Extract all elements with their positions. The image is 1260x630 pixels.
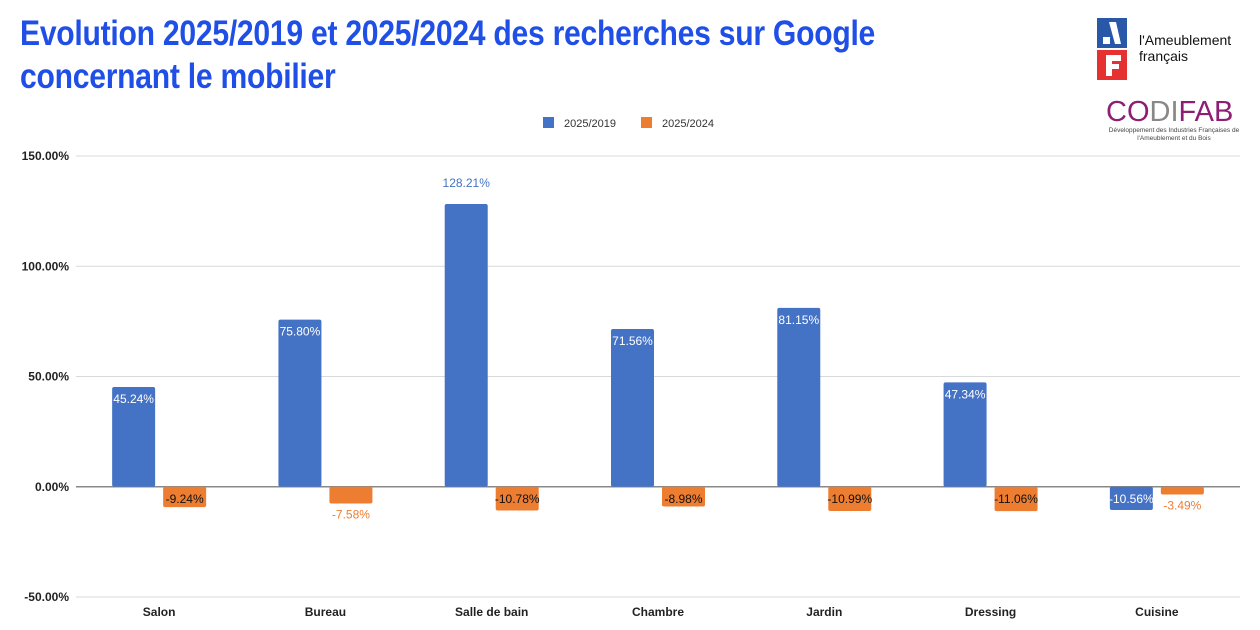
bar-2025-2024 [329,486,373,504]
title-line-2: concernant le mobilier [20,57,336,96]
legend-swatch-1 [641,117,652,128]
y-tick-label: 0.00% [35,480,69,494]
bar-2025-2024 [994,486,1038,512]
bar-2025-2024 [662,486,705,507]
title-line-1: Evolution 2025/2019 et 2025/2024 des rec… [20,14,876,53]
bar-2025-2019 [611,328,654,487]
bar-2025-2024 [1160,486,1204,495]
data-label: 45.24% [113,392,154,406]
x-tick-label: Cuisine [1135,605,1179,619]
af-logo-red-square [1097,50,1127,80]
data-label: -10.99% [827,492,872,506]
bar-2025-2019 [112,386,156,487]
data-label: -10.78% [495,492,540,506]
data-label: -8.98% [664,492,702,506]
bar-2025-2024 [828,486,872,511]
bar-2025-2024 [495,486,539,511]
data-label: -10.56% [1109,492,1154,506]
x-tick-label: Dressing [965,605,1016,619]
data-label: 81.15% [778,313,819,327]
bar-2025-2019 [777,307,821,487]
x-tick-label: Chambre [632,605,684,619]
bar-2025-2019 [1109,486,1153,511]
af-logo-blue-square [1097,18,1127,48]
y-tick-label: -50.00% [24,590,69,604]
bar-2025-2019 [943,382,987,487]
x-tick-label: Bureau [305,605,346,619]
data-label: 128.21% [443,176,491,190]
af-name-line1: l'Ameublement [1139,32,1232,48]
legend-label: 2025/2019 [564,118,616,130]
data-label: -9.24% [166,492,204,506]
legend-swatch-0 [543,117,554,128]
data-label: 47.34% [945,387,986,401]
bar-2025-2019 [278,319,322,487]
x-tick-label: Salle de bain [455,605,528,619]
bar-2025-2024 [163,486,207,508]
codifab-logo: CODIFAB [1106,96,1233,129]
data-label: 75.80% [280,325,321,339]
chart-title: Evolution 2025/2019 et 2025/2024 des rec… [20,12,875,98]
codifab-prefix: CO [1106,96,1150,128]
data-label: -3.49% [1163,498,1201,512]
y-tick-label: 50.00% [28,370,69,384]
codifab-tagline: Développement des Industries Françaises … [1108,127,1240,142]
bar-2025-2019 [444,204,488,487]
x-tick-label: Jardin [806,605,842,619]
codifab-suffix: FAB [1178,96,1234,128]
codifab-mid: DI [1149,96,1179,128]
af-logo-text: l'Ameublement français [1139,32,1231,64]
data-label: -7.58% [332,507,370,521]
x-tick-label: Salon [143,605,176,619]
legend-label: 2025/2024 [662,118,714,130]
af-name-line2: français [1139,48,1189,64]
data-label: -11.06% [994,492,1038,506]
y-tick-label: 100.00% [22,259,70,273]
data-label: 71.56% [612,334,653,348]
y-tick-label: 150.00% [22,149,70,163]
